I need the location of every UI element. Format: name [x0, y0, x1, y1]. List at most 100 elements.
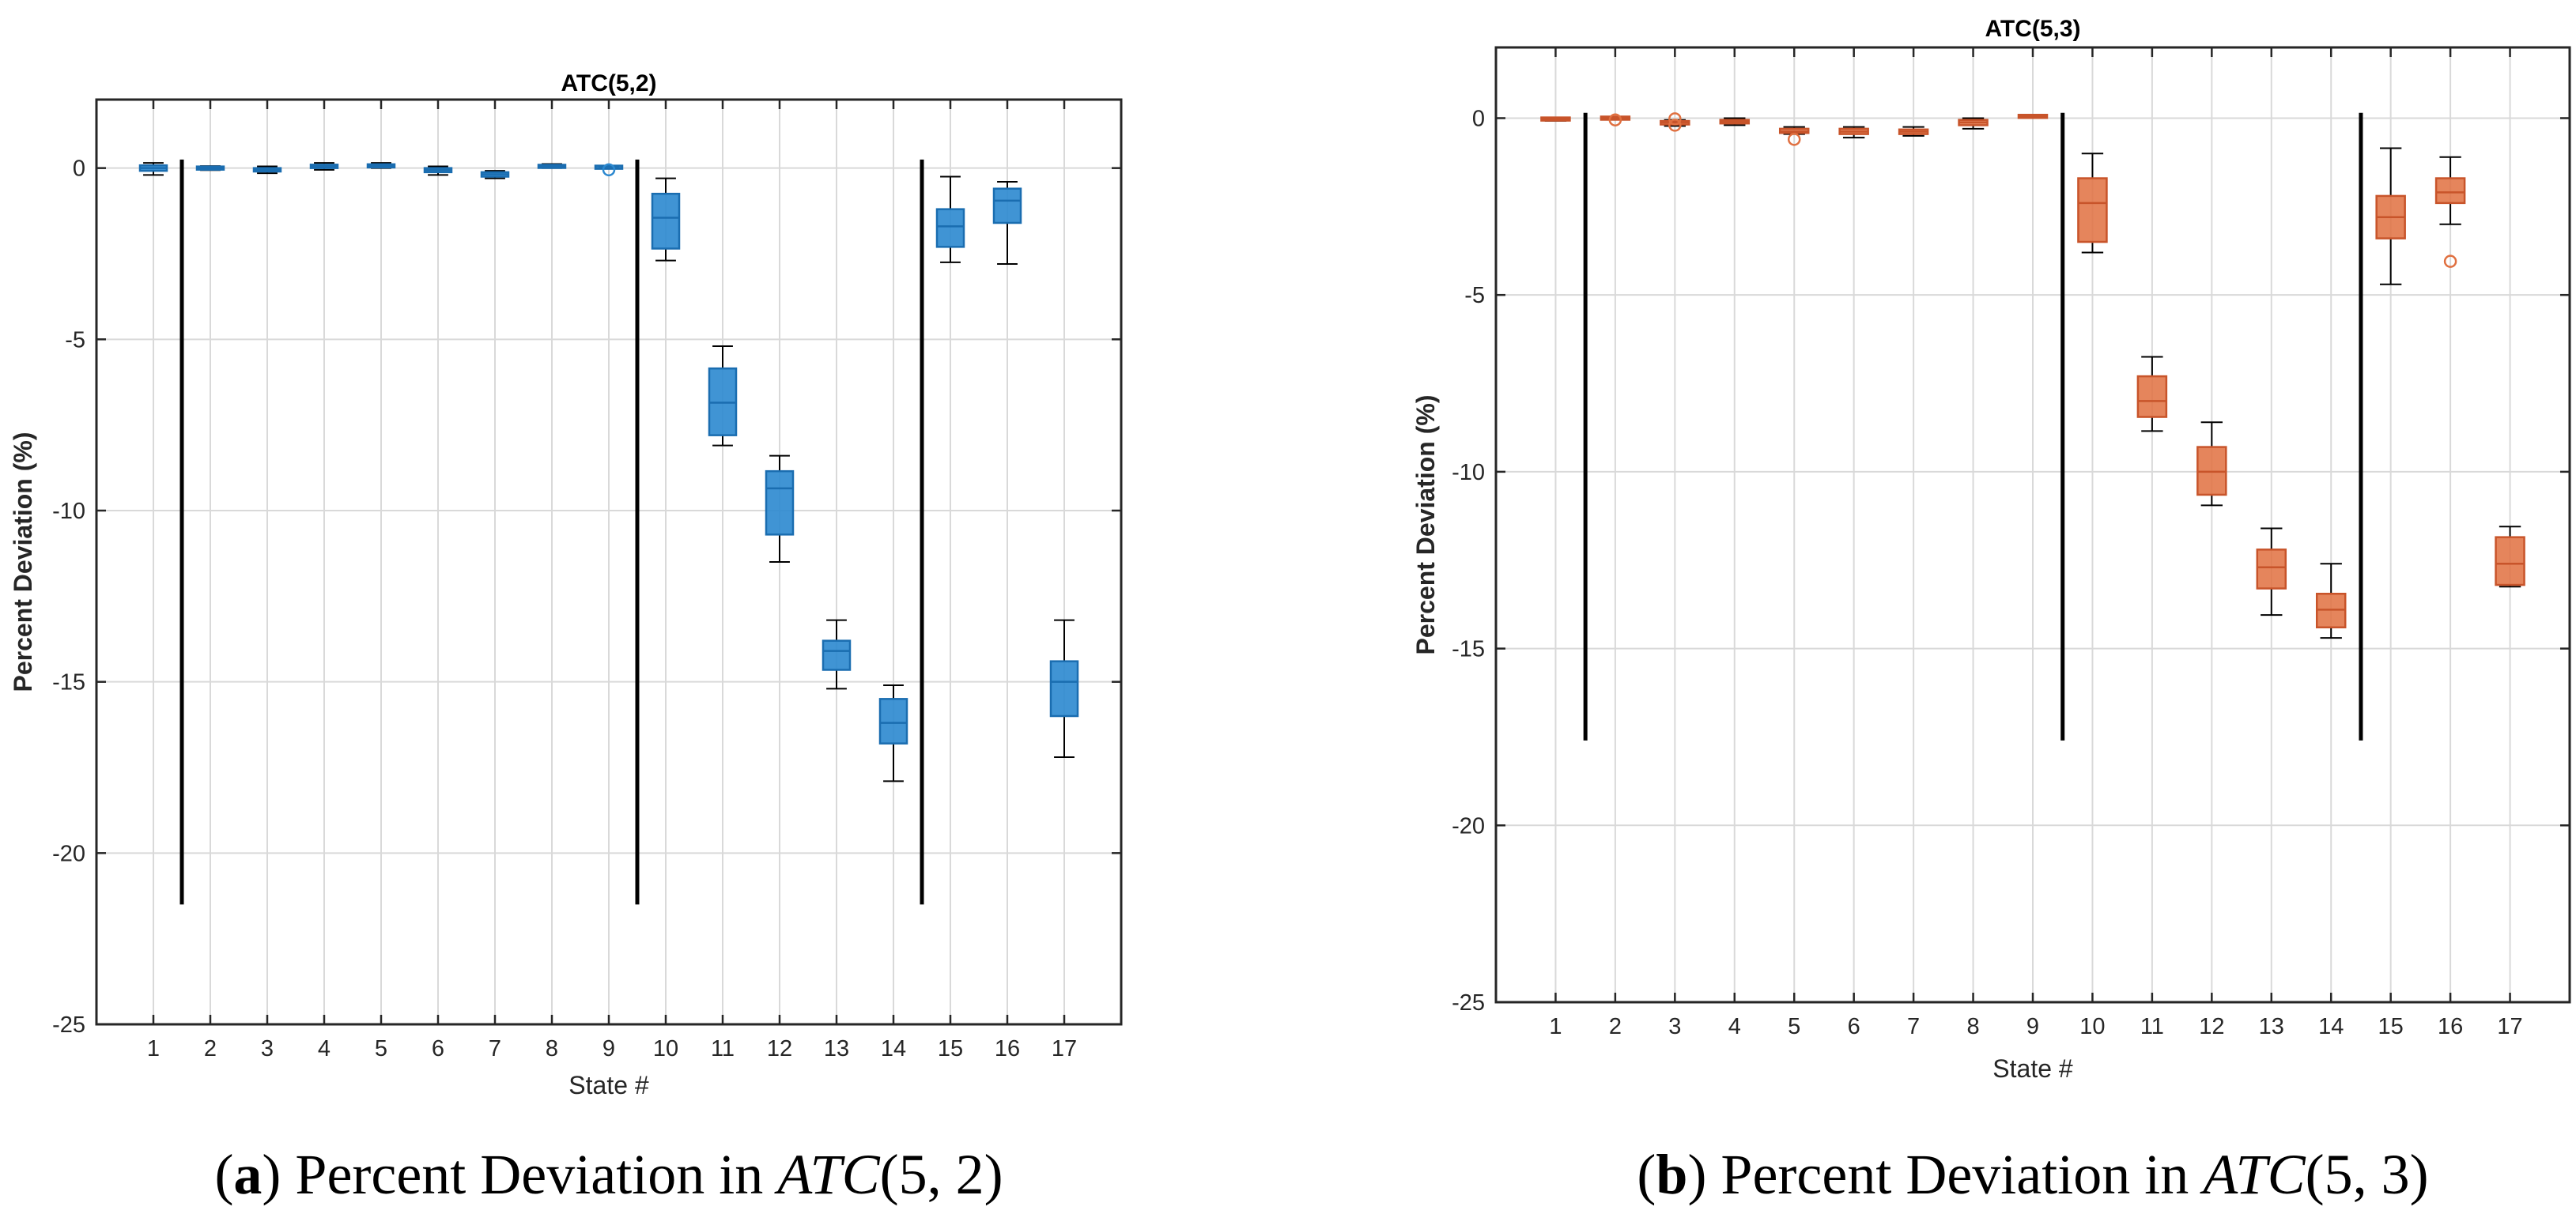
- panel-b-box-state-3: [1660, 112, 1690, 132]
- caption-b-text: Percent Deviation in: [1706, 1143, 2203, 1206]
- box-iqr: [822, 639, 852, 671]
- panel-b-xtick-label: 3: [1668, 1014, 1681, 1039]
- panel-b-box-state-2: [1600, 113, 1631, 126]
- panel-b-title: ATC(5,3): [1985, 16, 2080, 42]
- panel-a-xtick-label: 4: [318, 1036, 330, 1061]
- outlier-point: [1608, 113, 1622, 126]
- panel-b-grid: [1496, 47, 2570, 1003]
- panel-a-box-state-4: [309, 162, 339, 171]
- panel-a-box-state-8: [537, 163, 567, 169]
- outlier-point: [2443, 254, 2457, 268]
- panel-b-box-state-15: [2375, 147, 2406, 285]
- panel-b-ytick-label: -10: [1452, 460, 1485, 485]
- caption-a-math-args: (5, 2): [880, 1143, 1003, 1206]
- panel-a-box-state-17: [1049, 619, 1079, 758]
- panel-b-xtick-label: 8: [1966, 1014, 1979, 1039]
- panel-b-box-state-16: [2434, 156, 2466, 268]
- panel-a-box-state-16: [992, 181, 1022, 265]
- panel-a-xtick-label: 8: [546, 1036, 558, 1061]
- panel-b-box-state-8: [1958, 117, 1989, 130]
- panel-a: 0-5-10-15-20-251 2 3 4 5 6 7 8 9 10 11 12 13 14 15 16 17…: [9, 70, 1123, 1099]
- box-iqr: [878, 698, 908, 745]
- panel-a-grid: [96, 100, 1121, 1025]
- panel-b-xtick-label: 4: [1728, 1014, 1741, 1039]
- panel-b-xtick-label: 1: [1549, 1014, 1562, 1039]
- panel-b-xtick-label: 14: [2318, 1014, 2344, 1039]
- panel-b-box-state-6: [1838, 126, 1869, 139]
- panel-a-box-state-13: [822, 619, 852, 690]
- panel-a-xtick-label: 13: [824, 1036, 849, 1061]
- panel-a-box-state-14: [878, 684, 908, 782]
- outlier-point: [602, 163, 616, 177]
- panel-b-box-state-12: [2196, 421, 2227, 507]
- panel-b-ytick-label: -15: [1452, 637, 1485, 662]
- panel-b-ticks: 0-5-10-15-20-251 2 3 4 5 6 7 8 9 10 11 12 13 14 15 16 17: [1452, 47, 2570, 1039]
- panel-b-box-state-10: [2077, 153, 2108, 254]
- box-iqr: [651, 192, 681, 250]
- caption-a: (a) Percent Deviation in ATC(5, 2): [214, 1143, 1003, 1206]
- panel-a-box-state-7: [480, 170, 510, 179]
- panel-a-ytick-label: 0: [73, 156, 85, 182]
- panel-b-box-state-1: [1540, 116, 1571, 123]
- panel-b-xtick-label: 12: [2199, 1014, 2224, 1039]
- panel-a-box-state-10: [651, 177, 681, 262]
- panel-b-box-state-17: [2495, 526, 2525, 588]
- panel-a-xtick-label: 3: [261, 1036, 274, 1061]
- panel-a-box-state-1: [138, 162, 168, 176]
- box-iqr: [2136, 375, 2168, 418]
- panel-b-xtick-label: 15: [2378, 1014, 2404, 1039]
- caption-b-label: b: [1656, 1143, 1687, 1206]
- panel-b-xtick-label: 2: [1609, 1014, 1622, 1039]
- box-iqr: [2256, 549, 2287, 590]
- box-iqr: [2495, 536, 2525, 586]
- panel-a-separators: [179, 159, 924, 905]
- panel-a-xtick-label: 9: [602, 1036, 615, 1061]
- panel-a-ytick-label: -20: [52, 841, 85, 866]
- panel-a-xtick-label: 1: [147, 1036, 160, 1061]
- caption-b-math-args: (5, 3): [2306, 1143, 2429, 1206]
- box-iqr: [765, 469, 795, 536]
- panel-b-ytick-label: -5: [1464, 283, 1485, 308]
- caption-b: (b) Percent Deviation in ATC(5, 3): [1637, 1143, 2428, 1206]
- outlier-point: [1668, 119, 1682, 132]
- panel-b-box-state-9: [2017, 113, 2049, 119]
- caption-a-math-name: ATC: [774, 1143, 880, 1206]
- box-iqr: [2434, 177, 2466, 205]
- panel-b-xtick-label: 10: [2079, 1014, 2105, 1039]
- panel-a-box-state-12: [765, 454, 795, 563]
- panel-a-box-state-6: [423, 165, 453, 176]
- panel-a-xtick-label: 7: [489, 1036, 501, 1061]
- panel-a-xtick-label: 17: [1052, 1036, 1077, 1061]
- panel-b-xtick-label: 7: [1907, 1014, 1920, 1039]
- panel-a-x-axis-label: State #: [568, 1071, 649, 1099]
- panel-a-title: ATC(5,2): [561, 70, 656, 96]
- panel-b-xtick-label: 11: [2140, 1014, 2164, 1039]
- box-iqr: [1049, 660, 1079, 718]
- panel-a-ytick-label: -15: [52, 670, 85, 696]
- panel-a-box-state-15: [935, 175, 965, 263]
- panel-a-box-state-3: [252, 165, 282, 175]
- panel-b: 0-5-10-15-20-251 2 3 4 5 6 7 8 9 10 11 12 13 14 15 16 17…: [1411, 16, 2571, 1083]
- panel-a-ytick-label: -5: [65, 327, 85, 353]
- panel-a-ytick-label: -25: [52, 1012, 85, 1038]
- panel-a-xtick-label: 6: [432, 1036, 444, 1061]
- panel-b-box-state-5: [1778, 126, 1810, 146]
- panel-a-xtick-label: 2: [204, 1036, 217, 1061]
- panel-a-xtick-label: 11: [711, 1036, 735, 1061]
- panel-b-box-state-4: [1719, 117, 1751, 126]
- panel-a-box-state-11: [708, 345, 738, 447]
- panel-a-box-state-5: [366, 162, 396, 169]
- caption-b-math-name: ATC: [2200, 1143, 2306, 1206]
- box-iqr: [2077, 177, 2108, 243]
- panel-b-xtick-label: 13: [2259, 1014, 2284, 1039]
- panel-a-xtick-label: 10: [653, 1036, 678, 1061]
- panel-b-box-state-7: [1898, 126, 1929, 137]
- panel-b-xtick-label: 16: [2438, 1014, 2463, 1039]
- panel-a-xtick-label: 15: [938, 1036, 963, 1061]
- panel-b-ytick-label: -25: [1452, 990, 1485, 1016]
- outlier-point: [1668, 112, 1682, 126]
- panel-a-ytick-label: -10: [52, 499, 85, 524]
- panel-a-box-state-2: [195, 165, 225, 172]
- panel-a-xtick-label: 16: [995, 1036, 1020, 1061]
